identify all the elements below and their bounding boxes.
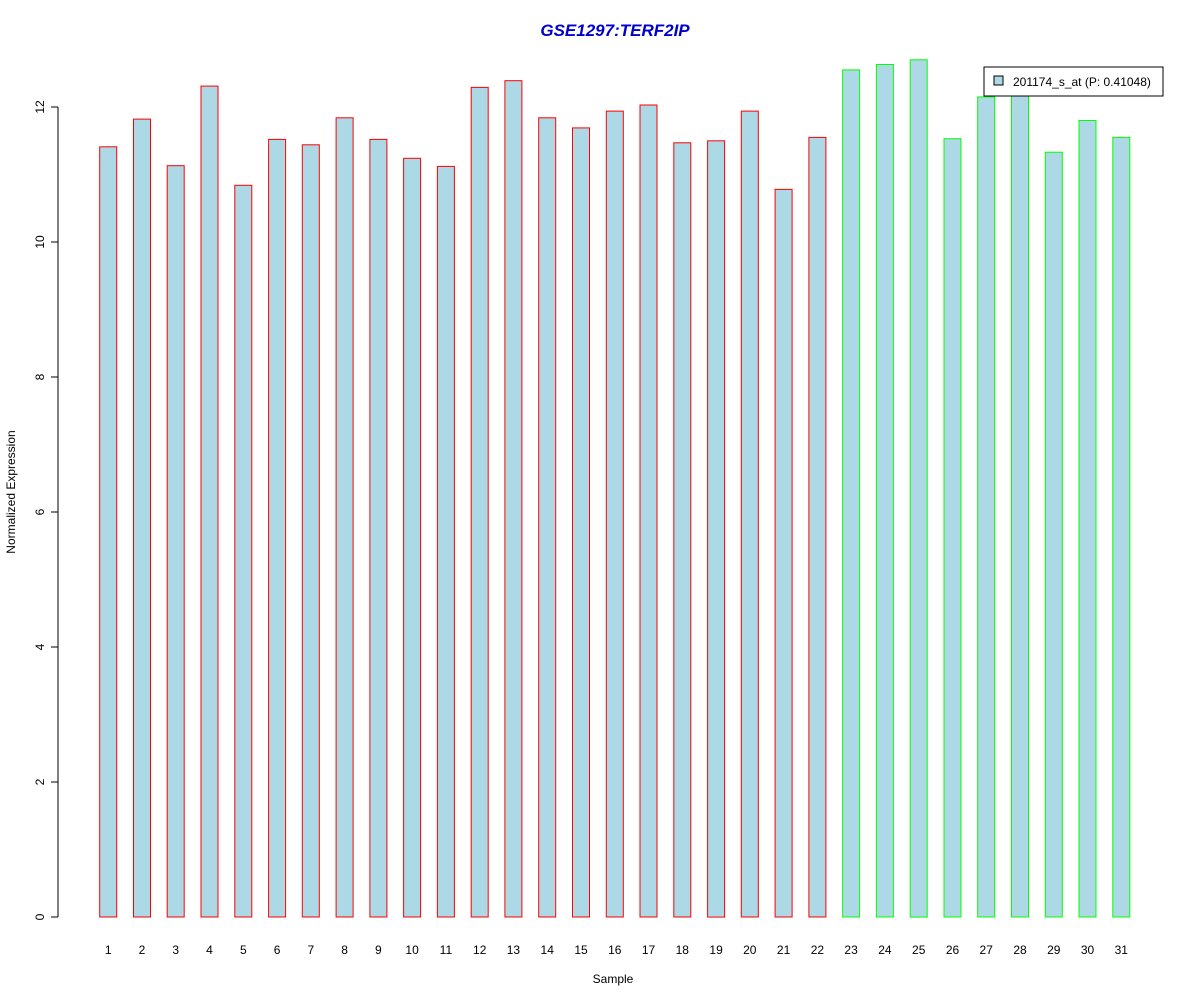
x-tick-label: 2 (139, 943, 146, 957)
bar-sample-5 (234, 184, 253, 918)
y-tick-label: 12 (33, 100, 47, 114)
bar-sample-15 (572, 127, 590, 918)
y-tick-label: 8 (33, 373, 47, 380)
legend-label: 201174_s_at (P: 0.41048) (1013, 75, 1151, 89)
bar-sample-24 (875, 64, 894, 918)
x-axis-tick-labels: 1 2 3 4 5 6 7 8 9 10 11 12 13 14 15 16 17 18 19 20 21 22 23 24 2… (105, 943, 1128, 957)
x-tick-label: 22 (811, 943, 825, 957)
x-tick-label: 7 (307, 943, 314, 957)
x-tick-label: 10 (405, 943, 419, 957)
bar-sample-3 (166, 165, 185, 918)
bar-sample-9 (369, 138, 388, 918)
y-tick-label: 4 (33, 643, 47, 650)
x-tick-label: 23 (844, 943, 858, 957)
bar-sample-7 (301, 144, 320, 918)
x-tick-label: 1 (105, 943, 112, 957)
x-tick-label: 24 (878, 943, 892, 957)
bar-sample-29 (1044, 151, 1063, 918)
bar-sample-23 (842, 69, 861, 918)
x-tick-label: 13 (507, 943, 521, 957)
x-tick-label: 9 (375, 943, 382, 957)
bar-sample-28 (1011, 93, 1029, 918)
y-tick-label: 2 (33, 778, 47, 785)
bar-sample-27 (977, 96, 996, 918)
x-tick-label: 21 (777, 943, 791, 957)
bar-sample-8 (335, 117, 354, 918)
x-tick-label: 15 (574, 943, 588, 957)
x-tick-label: 3 (172, 943, 179, 957)
bar-sample-25 (909, 59, 928, 918)
bar-sample-1 (99, 146, 118, 918)
y-tick-label: 10 (33, 235, 47, 249)
x-tick-label: 18 (676, 943, 690, 957)
bar-sample-10 (403, 157, 422, 918)
bar-sample-22 (808, 136, 827, 918)
x-tick-label: 29 (1047, 943, 1061, 957)
x-tick-label: 30 (1081, 943, 1095, 957)
x-tick-label: 19 (709, 943, 723, 957)
bar-sample-12 (470, 86, 489, 918)
bars (99, 59, 1131, 918)
x-tick-label: 28 (1013, 943, 1027, 957)
chart-title: GSE1297:TERF2IP (540, 21, 690, 40)
bar-sample-4 (200, 85, 219, 918)
bar-sample-11 (436, 165, 455, 918)
bar-sample-2 (133, 118, 151, 918)
bar-sample-26 (943, 138, 962, 918)
x-tick-label: 5 (240, 943, 247, 957)
x-tick-label: 4 (206, 943, 213, 957)
bar-sample-31 (1112, 136, 1131, 918)
y-tick-label: 6 (33, 508, 47, 515)
bar-sample-16 (605, 110, 624, 918)
y-axis-title: Normalized Expression (4, 430, 18, 553)
x-tick-label: 14 (541, 943, 555, 957)
bar-sample-30 (1078, 120, 1097, 918)
x-tick-label: 12 (473, 943, 487, 957)
bar-sample-21 (774, 188, 793, 918)
bar-sample-13 (504, 80, 523, 918)
bar-sample-14 (538, 117, 557, 918)
x-tick-label: 25 (912, 943, 926, 957)
y-tick-label: 0 (33, 913, 47, 920)
x-axis-title: Sample (593, 972, 634, 986)
legend-box (983, 66, 1164, 97)
x-tick-label: 31 (1115, 943, 1129, 957)
bar-sample-18 (673, 142, 692, 918)
x-tick-label: 8 (341, 943, 348, 957)
y-axis: 0 2 4 6 8 10 12 (33, 100, 59, 920)
bar-sample-6 (268, 138, 287, 918)
x-tick-label: 20 (743, 943, 757, 957)
x-tick-label: 17 (642, 943, 656, 957)
bar-sample-19 (707, 140, 726, 918)
x-tick-label: 26 (946, 943, 960, 957)
bar-sample-20 (740, 110, 759, 918)
legend-swatch (993, 75, 1004, 86)
x-tick-label: 27 (980, 943, 994, 957)
legend: 201174_s_at (P: 0.41048) (983, 66, 1164, 97)
bar-sample-17 (639, 104, 658, 918)
x-tick-label: 16 (608, 943, 622, 957)
x-tick-label: 6 (274, 943, 281, 957)
x-tick-label: 11 (440, 943, 453, 957)
